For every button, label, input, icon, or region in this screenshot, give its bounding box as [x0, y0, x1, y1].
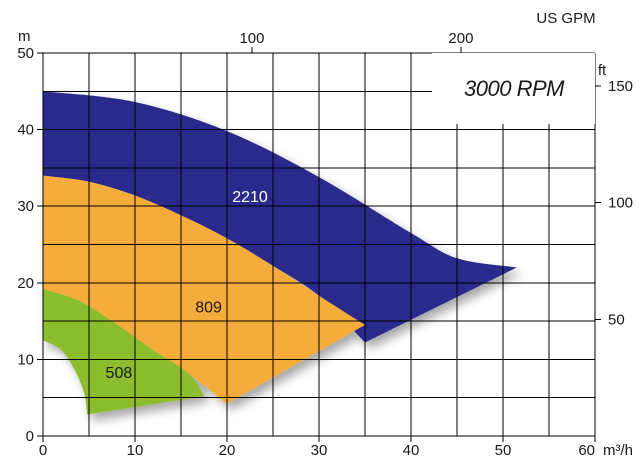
- tick-label-y: 10: [17, 351, 34, 368]
- tick-label-x: 10: [127, 442, 144, 459]
- area-508: [43, 288, 204, 415]
- axis-ticks: 0102030405060010203040501002003005010015…: [17, 30, 633, 459]
- y-axis-unit-right: ft: [598, 62, 607, 79]
- tick-label-x: 20: [219, 442, 236, 459]
- tick-label-y: 30: [17, 198, 34, 215]
- tick-label-x: 60: [578, 442, 595, 459]
- x-axis-unit-bottom: m³/h: [603, 442, 633, 459]
- series-label-809: 809: [195, 300, 222, 317]
- series-label-2210: 2210: [232, 189, 268, 206]
- title-box: [432, 53, 595, 124]
- tick-label-x: 30: [311, 442, 328, 459]
- tick-label-y: 20: [17, 275, 34, 292]
- chart-title: 3000 RPM: [464, 76, 565, 101]
- tick-label-y-right: 50: [608, 311, 625, 328]
- tick-label-x: 50: [495, 442, 512, 459]
- tick-label-x-top: 200: [448, 30, 473, 47]
- tick-label-y-right: 150: [608, 78, 633, 95]
- tick-label-y: 40: [17, 122, 34, 139]
- tick-label-x-top: 100: [239, 30, 264, 47]
- tick-label-x: 40: [403, 442, 420, 459]
- tick-label-y-right: 100: [608, 195, 633, 212]
- series-labels: 2210 809 508: [106, 189, 268, 382]
- y-axis-unit-left: m: [18, 28, 31, 45]
- series-label-508: 508: [106, 365, 133, 382]
- tick-label-x: 0: [39, 442, 47, 459]
- tick-label-y: 0: [26, 428, 34, 445]
- area-809: [43, 175, 365, 404]
- curve-areas: [43, 91, 517, 415]
- x-axis-unit-top: US GPM: [536, 10, 595, 27]
- area-2210: [43, 91, 517, 343]
- grid-lines: [42, 52, 596, 437]
- tick-label-y: 50: [17, 45, 34, 62]
